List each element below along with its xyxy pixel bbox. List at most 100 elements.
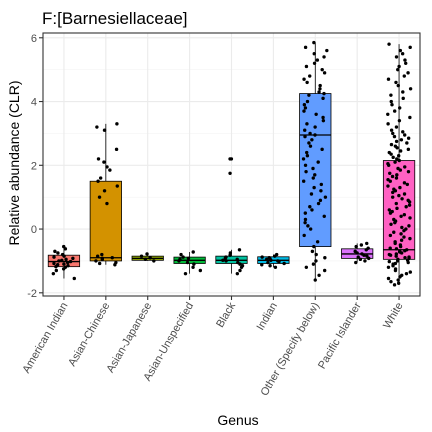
data-point bbox=[303, 45, 308, 50]
data-point bbox=[179, 252, 183, 257]
data-point bbox=[394, 139, 399, 144]
data-point bbox=[239, 265, 244, 270]
data-point bbox=[303, 106, 308, 110]
data-point bbox=[113, 263, 117, 267]
data-point bbox=[323, 256, 327, 260]
data-point bbox=[389, 142, 394, 147]
data-point bbox=[228, 253, 232, 257]
data-point bbox=[395, 157, 399, 161]
data-point bbox=[315, 58, 320, 62]
data-point bbox=[388, 253, 393, 257]
data-point bbox=[397, 64, 401, 69]
data-point bbox=[393, 241, 397, 246]
data-point bbox=[395, 206, 399, 211]
data-point bbox=[401, 96, 405, 101]
data-point bbox=[399, 214, 403, 219]
data-point bbox=[403, 133, 407, 137]
data-point bbox=[364, 248, 368, 252]
data-point bbox=[186, 256, 191, 261]
data-point bbox=[395, 146, 399, 150]
data-point bbox=[401, 90, 405, 94]
data-point bbox=[192, 262, 196, 266]
data-point bbox=[56, 251, 60, 255]
data-point bbox=[312, 40, 316, 45]
data-point bbox=[312, 52, 316, 56]
data-point bbox=[322, 268, 327, 273]
data-point bbox=[408, 45, 412, 50]
data-point bbox=[407, 203, 412, 207]
data-point bbox=[322, 214, 326, 219]
data-points bbox=[51, 40, 413, 287]
data-point bbox=[386, 77, 391, 81]
data-point bbox=[308, 131, 312, 136]
data-point bbox=[395, 173, 399, 177]
data-point bbox=[367, 256, 371, 261]
data-point bbox=[310, 208, 314, 212]
data-point bbox=[60, 258, 64, 262]
data-point bbox=[305, 99, 310, 104]
data-point bbox=[362, 253, 366, 257]
data-point bbox=[394, 55, 399, 59]
data-point bbox=[320, 67, 324, 72]
y-tick-label: -2 bbox=[27, 288, 37, 300]
data-point bbox=[72, 276, 76, 281]
data-point bbox=[303, 134, 307, 139]
data-point bbox=[102, 189, 107, 193]
data-point bbox=[314, 112, 318, 116]
x-axis-title: Genus bbox=[217, 412, 258, 428]
data-point bbox=[63, 247, 68, 251]
data-point bbox=[57, 259, 61, 263]
data-point bbox=[94, 259, 98, 263]
data-point bbox=[238, 262, 242, 266]
data-point bbox=[139, 254, 144, 258]
data-point bbox=[54, 268, 59, 273]
data-point bbox=[387, 163, 391, 167]
data-point bbox=[96, 179, 100, 183]
data-point bbox=[303, 220, 307, 225]
data-point bbox=[307, 141, 311, 145]
data-point bbox=[177, 259, 181, 263]
data-point bbox=[277, 259, 281, 264]
data-point bbox=[52, 255, 56, 259]
data-point bbox=[229, 157, 234, 161]
data-point bbox=[408, 270, 413, 274]
data-point bbox=[394, 201, 398, 206]
data-point bbox=[316, 160, 320, 164]
data-point bbox=[389, 128, 394, 132]
data-point bbox=[308, 74, 312, 78]
data-point bbox=[403, 58, 407, 62]
data-point bbox=[390, 103, 394, 107]
data-point bbox=[305, 80, 309, 85]
data-point bbox=[152, 259, 156, 263]
data-point bbox=[224, 259, 228, 263]
data-point bbox=[394, 176, 399, 180]
data-point bbox=[235, 257, 239, 262]
data-point bbox=[388, 246, 392, 250]
data-point bbox=[303, 217, 308, 222]
data-point bbox=[393, 189, 398, 193]
data-point bbox=[386, 276, 391, 281]
data-point bbox=[354, 260, 358, 265]
data-point bbox=[98, 176, 103, 180]
data-point bbox=[397, 158, 401, 163]
data-point bbox=[399, 232, 403, 236]
data-point bbox=[309, 192, 314, 196]
data-point bbox=[407, 200, 412, 204]
data-point bbox=[405, 182, 410, 187]
data-point bbox=[392, 109, 397, 113]
data-point bbox=[238, 268, 242, 273]
data-point bbox=[402, 228, 406, 233]
data-point bbox=[392, 134, 397, 139]
data-point bbox=[305, 150, 309, 155]
data-point bbox=[406, 147, 411, 152]
y-tick-label: 2 bbox=[31, 160, 37, 172]
data-point bbox=[96, 157, 101, 161]
data-point bbox=[317, 273, 321, 277]
chart-title: F:[Barnesiellaceae] bbox=[42, 9, 188, 28]
data-point bbox=[237, 248, 242, 252]
data-point bbox=[392, 283, 397, 287]
data-point bbox=[273, 265, 278, 270]
data-point bbox=[396, 281, 401, 285]
data-point bbox=[408, 236, 412, 241]
data-point bbox=[396, 278, 400, 282]
